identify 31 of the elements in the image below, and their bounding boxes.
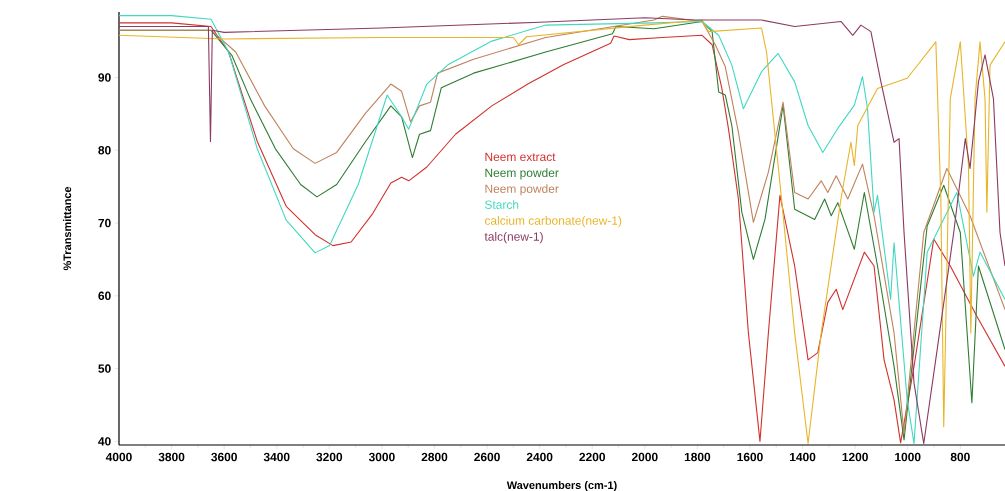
x-tick-label: 800 bbox=[950, 452, 970, 462]
x-tick-label: 2800 bbox=[421, 452, 448, 462]
text: talc(new-1) bbox=[484, 232, 543, 244]
x-tick-label: 3800 bbox=[158, 452, 185, 462]
x-tick-label: 1200 bbox=[842, 452, 868, 462]
x-tick-label: 1600 bbox=[737, 452, 763, 462]
x-tick-label: 3400 bbox=[263, 452, 290, 462]
x-tick-label: 3200 bbox=[316, 452, 343, 462]
x-tick-label: 2600 bbox=[474, 452, 500, 462]
x-tick-label: 1000 bbox=[895, 452, 921, 462]
y-tick-label: 40 bbox=[98, 437, 111, 446]
y-tick-label: 60 bbox=[98, 291, 111, 301]
text: Neem extract bbox=[485, 152, 556, 162]
y-axis-title: %Transmittance bbox=[63, 186, 72, 271]
x-tick-label: 2000 bbox=[631, 452, 658, 462]
x-tick-label: 3600 bbox=[211, 452, 237, 462]
y-tick-label: 80 bbox=[98, 146, 111, 155]
y-tick-label: 90 bbox=[98, 73, 111, 82]
x-tick-label: 2400 bbox=[526, 452, 553, 462]
text: Starch bbox=[485, 200, 519, 209]
x-tick-label: 4000 bbox=[105, 452, 132, 462]
text: Neem powder bbox=[485, 168, 559, 180]
x-tick-label: 2200 bbox=[579, 452, 606, 462]
x-tick-label: 3000 bbox=[368, 452, 395, 462]
text: calcium carbonate(new-1) bbox=[484, 216, 622, 228]
text: Neem powder bbox=[485, 184, 559, 196]
x-tick-label: 1400 bbox=[790, 452, 816, 462]
y-tick-label: 50 bbox=[98, 364, 111, 373]
y-tick-label: 70 bbox=[98, 218, 111, 228]
x-tick-label: 1800 bbox=[684, 452, 711, 462]
x-axis-title: Wavenumbers (cm-1) bbox=[506, 481, 617, 491]
